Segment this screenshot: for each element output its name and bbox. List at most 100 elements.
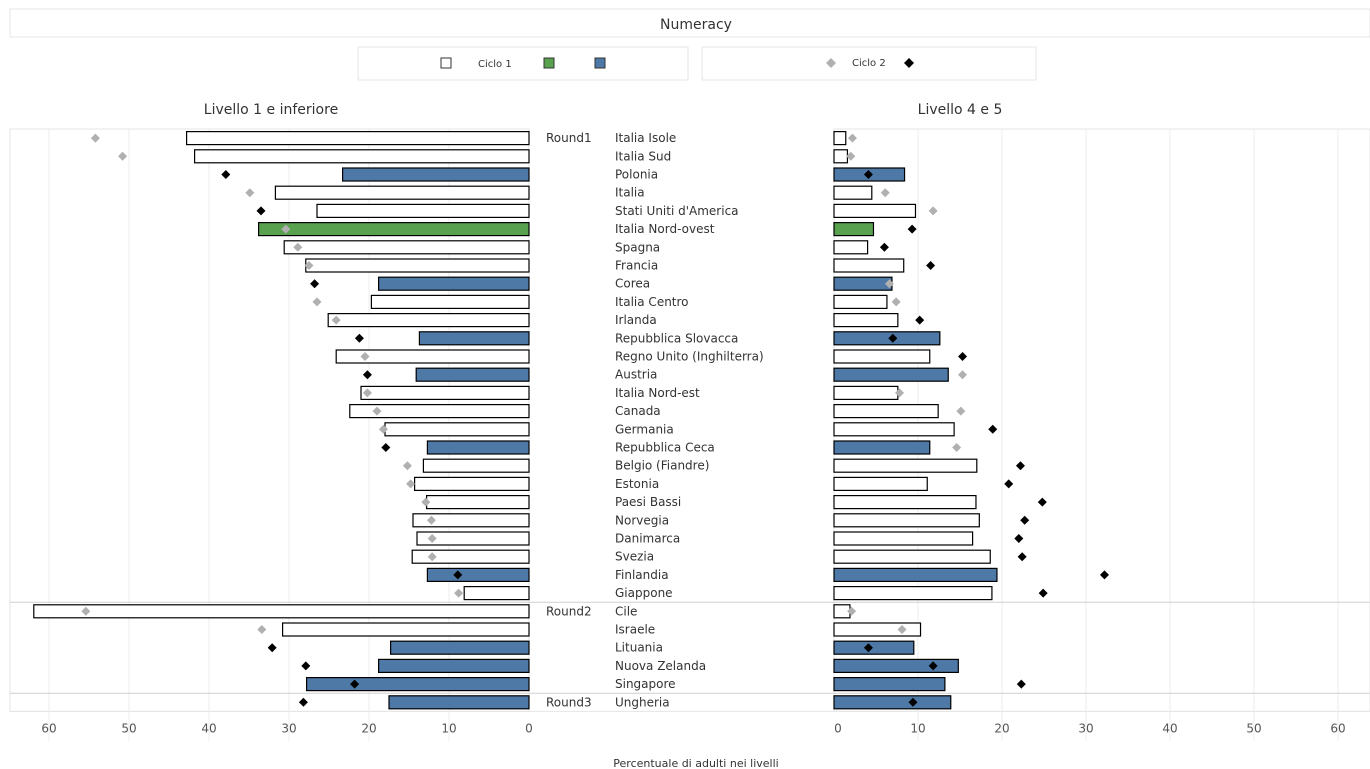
marker-low-level: [381, 443, 391, 452]
marker-low-level: [427, 552, 437, 562]
right-tick-label: 0: [834, 721, 842, 735]
right-panel-title: Livello 4 e 5: [918, 102, 1003, 118]
group-label: Round1: [546, 131, 592, 145]
bar-high-level: [833, 495, 977, 510]
right-tick-label: 40: [1162, 721, 1177, 735]
marker-low-level: [362, 388, 372, 398]
country-label: Cile: [615, 604, 637, 618]
marker-low-level: [310, 279, 320, 289]
marker-low-level: [331, 315, 341, 325]
marker-low-level: [406, 479, 416, 489]
country-label: Finlandia: [615, 568, 669, 582]
marker-high-level: [1020, 515, 1030, 525]
marker-high-level: [1099, 570, 1109, 580]
country-label: Singapore: [615, 677, 676, 691]
marker-low-level: [402, 461, 412, 471]
marker-high-level: [928, 661, 938, 671]
marker-low-level: [453, 570, 463, 580]
bar-low-level: [463, 585, 530, 601]
marker-high-level: [958, 352, 968, 361]
bar-high-level: [833, 513, 980, 528]
group-label: Round2: [546, 604, 592, 618]
marker-high-level: [915, 315, 925, 325]
legend: Ciclo 1 Ciclo 2: [440, 57, 914, 70]
bar-high-level: [833, 240, 869, 255]
marker-high-level: [847, 606, 857, 616]
title-box: [9, 8, 1370, 38]
country-label: Ungheria: [615, 695, 670, 709]
bar-low-level: [411, 549, 530, 564]
country-label: Repubblica Slovacca: [615, 331, 738, 345]
bar-low-level: [416, 531, 530, 546]
marker-low-level: [293, 242, 303, 252]
bar-low-level: [33, 604, 530, 619]
bar-low-level: [418, 331, 530, 346]
bar-low-level: [378, 276, 530, 291]
bar-low-level: [412, 513, 530, 528]
bar-high-level: [833, 203, 917, 218]
marker-high-level: [884, 279, 894, 289]
left-panel-bars: [33, 131, 530, 710]
bar-high-level: [833, 385, 899, 400]
country-label: Corea: [615, 277, 650, 291]
bar-low-level: [426, 495, 530, 510]
legend-swatch-blue: [594, 57, 606, 69]
bar-low-level: [370, 294, 530, 309]
marker-low-level: [298, 697, 308, 707]
bar-low-level: [316, 203, 530, 218]
country-label: Nuova Zelanda: [615, 659, 706, 673]
marker-high-level: [895, 388, 905, 398]
bar-high-level: [833, 331, 941, 346]
bar-high-level: [833, 695, 952, 710]
bar-high-level: [833, 440, 931, 455]
bar-low-level: [194, 149, 530, 164]
country-label: Austria: [615, 368, 657, 382]
bar-low-level: [390, 640, 530, 655]
marker-high-level: [1004, 479, 1014, 489]
x-axis-label: Percentuale di adulti nei livelli: [613, 757, 778, 769]
bar-high-level: [833, 404, 939, 419]
chart-title: Numeracy: [660, 17, 732, 33]
marker-high-level: [897, 625, 907, 634]
country-label: Italia Nord-est: [615, 386, 700, 400]
country-label: Polonia: [615, 168, 658, 182]
bar-high-level: [833, 276, 893, 291]
marker-low-level: [454, 588, 464, 598]
marker-low-level: [118, 151, 128, 161]
marker-high-level: [888, 333, 898, 343]
bar-low-level: [282, 622, 530, 637]
marker-low-level: [378, 424, 388, 434]
bar-high-level: [833, 549, 991, 564]
marker-low-level: [301, 661, 311, 671]
right-tick-label: 30: [1078, 721, 1093, 735]
chart-frame: [9, 128, 1370, 712]
axis-ticks: 0 10 20 30 40 50 60 0 10 20 30 40 50 60: [41, 721, 1345, 735]
country-label: Danimarca: [615, 532, 680, 546]
bar-low-level: [258, 222, 530, 237]
marker-high-level: [1016, 679, 1026, 689]
bar-low-level: [283, 240, 530, 255]
marker-high-level: [926, 261, 936, 270]
bar-high-level: [833, 367, 949, 382]
country-label: Giappone: [615, 586, 673, 600]
left-tick-label: 60: [41, 721, 56, 735]
country-label: Israele: [615, 623, 655, 637]
bar-low-level: [422, 458, 530, 473]
legend-label-cycle2: Ciclo 2: [852, 58, 886, 69]
right-tick-label: 50: [1246, 721, 1261, 735]
bar-low-level: [327, 313, 530, 328]
right-tick-label: 60: [1330, 721, 1345, 735]
marker-low-level: [372, 406, 382, 416]
marker-low-level: [90, 133, 100, 143]
left-tick-label: 30: [281, 721, 296, 735]
country-label: Italia: [615, 186, 645, 200]
marker-high-level: [956, 406, 966, 416]
marker-low-level: [360, 352, 370, 361]
country-label: Belgio (Fiandre): [615, 459, 709, 473]
country-label: Spagna: [615, 240, 660, 254]
country-label: Irlanda: [615, 313, 657, 327]
marker-low-level: [426, 515, 436, 525]
bar-low-level: [305, 258, 530, 273]
left-tick-label: 20: [361, 721, 376, 735]
bar-low-level: [186, 131, 530, 146]
